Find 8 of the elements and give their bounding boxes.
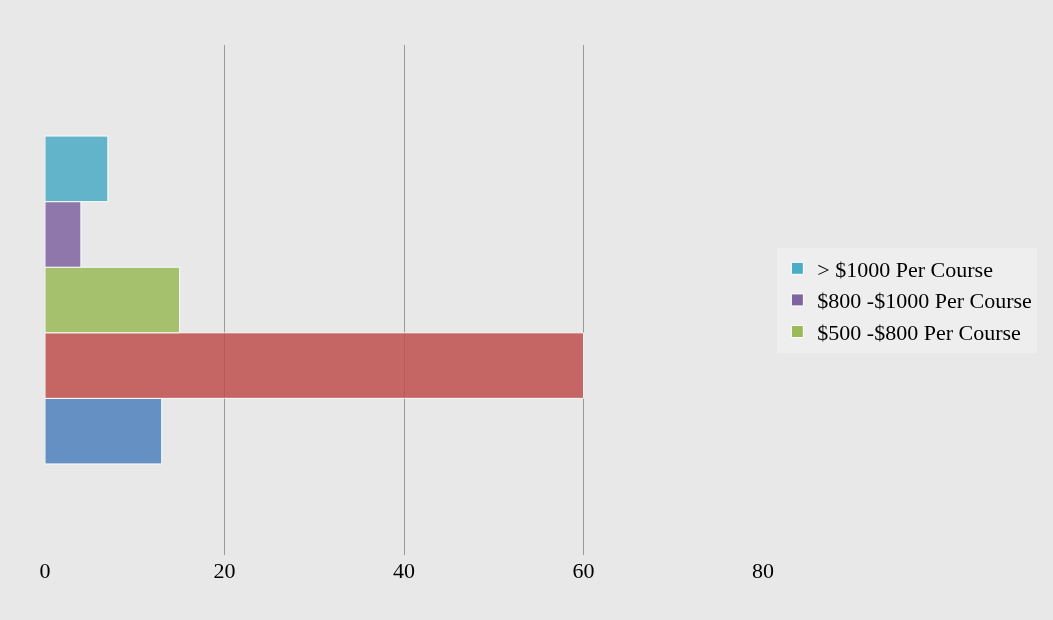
x-tick-label: 80 <box>752 558 774 583</box>
x-tick-label: 0 <box>39 558 51 583</box>
x-tick-label: 60 <box>572 558 595 583</box>
legend-label: > $1000 Per Course <box>817 256 993 282</box>
x-tick-label: 20 <box>213 558 236 583</box>
legend-label: $800 -$1000 Per Course <box>817 288 1032 314</box>
legend-label: $500 -$800 Per Course <box>817 320 1021 346</box>
x-tick-label: 40 <box>393 558 415 583</box>
